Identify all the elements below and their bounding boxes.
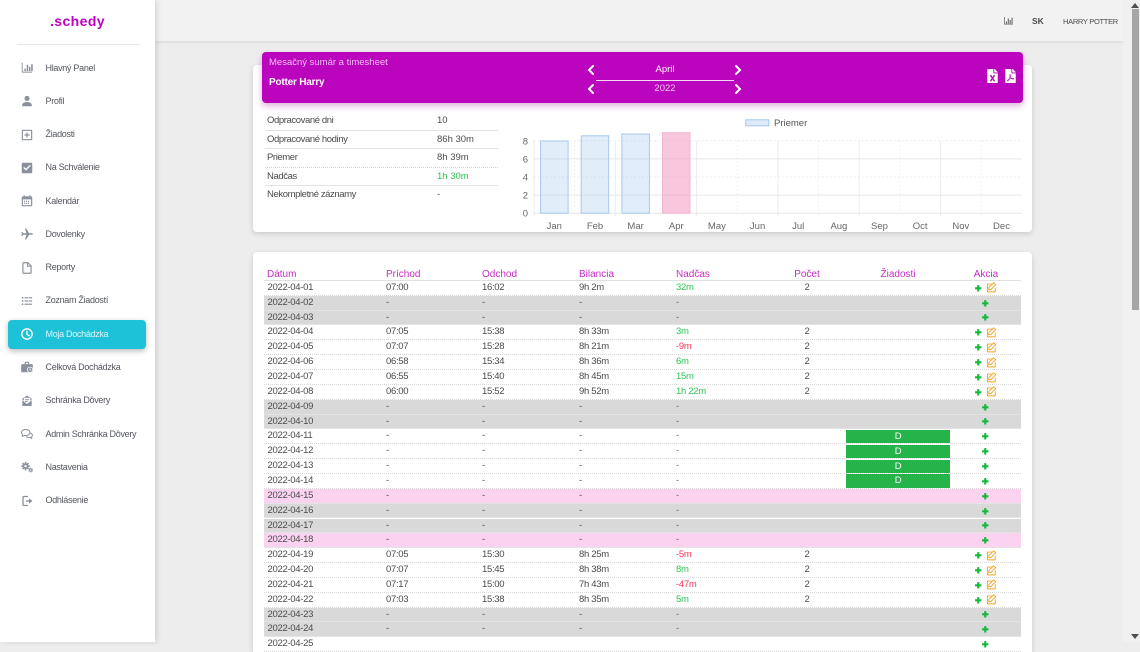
svg-text:Jul: Jul	[792, 221, 804, 232]
svg-text:Apr: Apr	[669, 221, 684, 232]
svg-text:Mar: Mar	[627, 221, 643, 232]
svg-text:Priemer: Priemer	[774, 118, 807, 129]
svg-text:0: 0	[523, 209, 528, 220]
svg-text:Jan: Jan	[547, 221, 562, 232]
svg-text:Oct: Oct	[913, 221, 928, 232]
svg-text:4: 4	[523, 173, 528, 184]
svg-text:2: 2	[523, 191, 528, 202]
svg-text:Aug: Aug	[830, 221, 847, 232]
svg-text:Nov: Nov	[952, 221, 969, 232]
svg-text:Feb: Feb	[587, 221, 603, 232]
svg-text:Dec: Dec	[993, 221, 1010, 232]
svg-text:May: May	[708, 221, 726, 232]
svg-text:Sep: Sep	[871, 221, 888, 232]
svg-text:6: 6	[523, 154, 528, 165]
svg-text:8: 8	[523, 136, 528, 147]
svg-text:Jun: Jun	[750, 221, 765, 232]
